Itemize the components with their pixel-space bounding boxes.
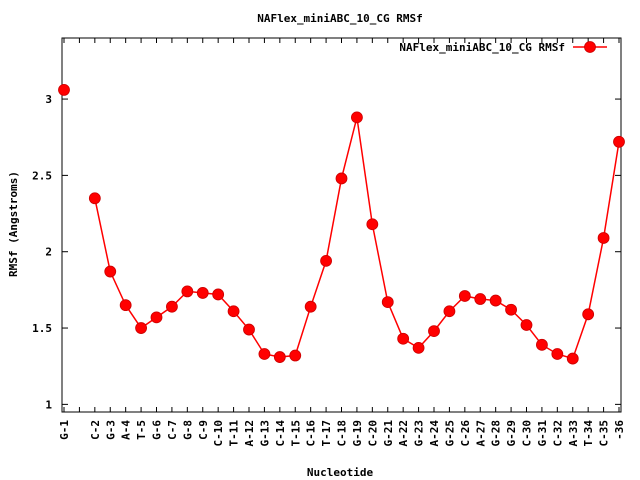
x-tick-label: A-33 [567,420,580,447]
data-point [181,285,194,298]
x-tick-label: C-18 [336,420,349,447]
x-tick-label: C-7 [166,420,179,440]
data-point [613,135,625,148]
data-point [289,349,302,362]
x-tick-label: C-16 [305,420,318,447]
y-tick-label: 1 [45,398,52,411]
legend: NAFlex_miniABC_10_CG RMSf [399,41,607,54]
x-tick-label: C-9 [197,420,210,440]
plot-frame [61,37,622,413]
x-tick-label: G-1 [58,420,71,440]
data-point [227,305,240,318]
y-tick-label: 2.5 [32,169,52,182]
data-point [582,308,595,321]
data-point [150,311,163,324]
series-line-group [94,117,620,360]
data-point [119,299,132,312]
data-point [566,352,579,365]
data-point [304,300,317,313]
x-tick-label: -36 [613,420,626,440]
data-point [212,288,225,301]
data-point [458,290,471,302]
x-tick-label: A-24 [428,420,441,447]
x-tick-label: C-20 [366,420,379,447]
x-axis-label: Nucleotide [307,466,374,479]
x-tick-label: G-31 [536,420,549,447]
y-tick-label: 2 [45,246,52,259]
data-point [489,294,502,307]
data-point [597,232,610,244]
data-point [273,351,286,363]
data-point [58,84,70,96]
x-tick-label: T-15 [289,420,302,447]
y-axis-label: RMSf (Angstroms) [7,171,20,277]
data-point [366,218,379,231]
data-point [397,332,410,345]
x-tick-label: C-14 [274,420,287,447]
data-point [412,341,425,354]
x-tick-label: T-34 [582,420,595,447]
x-tick-label: C-10 [212,420,225,447]
data-point [351,111,363,124]
x-tick-label: T-11 [228,420,241,447]
data-point [320,254,332,267]
x-axis: G-1 C-2 G-3 A-4 T-5 G-6 C-7 G-8 C-9 C-10 T-11 A-12 G… [58,38,626,447]
x-tick-label: A-4 [120,420,133,440]
data-point [243,323,255,336]
x-tick-label: A-12 [243,420,256,447]
data-point [505,303,517,316]
data-point [551,348,564,360]
x-tick-label: G-3 [104,420,117,440]
x-tick-label: G-13 [258,420,271,447]
x-tick-label: T-17 [320,420,333,447]
chart-title: NAFlex_miniABC_10_CG RMSf [257,12,423,25]
data-point [258,348,271,360]
y-tick-label: 3 [45,93,52,106]
x-tick-label: C-2 [89,420,102,440]
data-point [443,305,456,318]
x-tick-label: G-28 [490,420,503,447]
data-point [520,319,533,331]
plot-border [61,37,622,413]
x-tick-label: G-8 [181,420,194,440]
x-tick-label: G-25 [443,420,456,447]
data-point [166,300,178,313]
x-tick-label: T-5 [135,420,148,440]
data-point [104,265,117,278]
data-point [135,322,147,334]
x-tick-label: A-22 [397,420,410,447]
x-tick-label: G-29 [505,420,518,447]
x-tick-label: A-27 [474,420,487,447]
x-tick-label: G-23 [413,420,426,447]
x-tick-label: G-19 [351,420,364,447]
data-point [335,172,348,185]
data-point [196,287,209,299]
data-point [474,293,487,305]
y-axis: 1 1.5 2 2.5 3 [32,93,621,411]
x-tick-label: G-21 [382,420,395,447]
series-points-group [58,84,625,365]
series-line [94,117,620,360]
legend-label: NAFlex_miniABC_10_CG RMSf [399,41,565,54]
x-tick-label: C-35 [598,420,611,447]
data-point [381,296,394,308]
x-tick-label: C-30 [521,420,534,447]
data-point [536,338,548,351]
y-tick-label: 1.5 [32,322,52,335]
x-tick-label: C-32 [551,420,564,447]
data-point [428,325,440,337]
data-point [88,192,101,205]
x-tick-label: C-26 [459,420,472,447]
x-tick-label: G-6 [151,420,164,440]
legend-marker [584,41,596,53]
